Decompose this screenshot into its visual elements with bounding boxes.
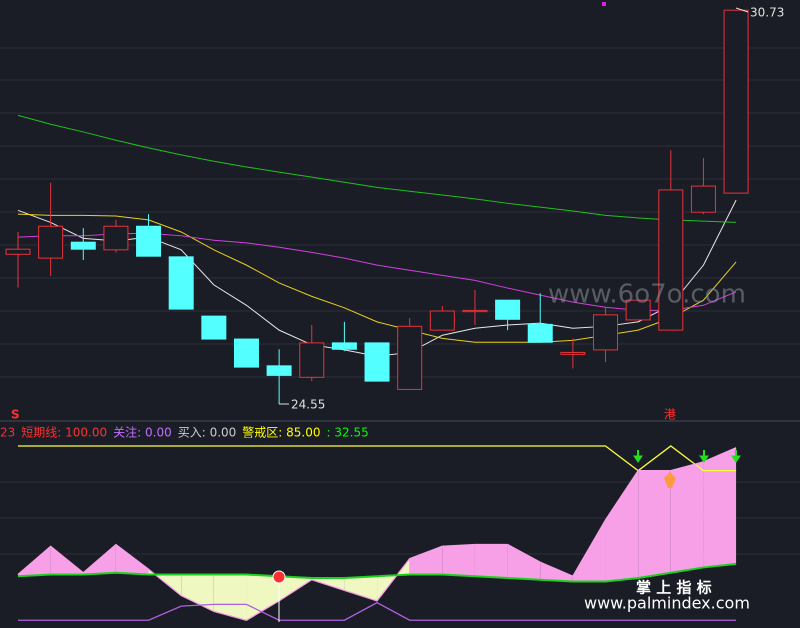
legend-item: 短期线: 100.00 xyxy=(21,426,107,440)
watermark: www.6o7o.com xyxy=(548,280,746,310)
fill-band xyxy=(442,544,475,577)
fill-band xyxy=(409,546,443,575)
candle-body xyxy=(690,185,716,213)
indicator-line xyxy=(17,447,737,621)
signal-label: S xyxy=(11,408,20,422)
fill-band xyxy=(213,574,247,621)
fill-band xyxy=(181,574,214,612)
candle-body xyxy=(625,299,651,321)
fill-band xyxy=(638,470,671,578)
candle-body xyxy=(168,256,194,310)
candle-body xyxy=(103,225,129,251)
indicator-line xyxy=(18,445,737,472)
watermark: www.palmindex.com xyxy=(584,594,750,613)
fill-band xyxy=(670,461,704,573)
indicator-line xyxy=(17,562,737,583)
fill-band xyxy=(344,576,378,601)
signal-icon xyxy=(272,570,286,584)
signal-label: 港 xyxy=(664,408,676,422)
candle-body xyxy=(70,241,96,250)
watermark: 掌 上 指 标 xyxy=(636,579,712,597)
candle-body xyxy=(462,309,488,313)
max-pointer xyxy=(735,7,749,13)
legend-item: 关注: 0.00 xyxy=(113,425,172,440)
marker xyxy=(602,2,606,6)
candle-body xyxy=(397,325,423,390)
indicator-panel xyxy=(17,445,737,621)
candle-body xyxy=(658,189,684,331)
max-label: 30.73 xyxy=(750,6,784,20)
candle-body xyxy=(136,225,162,257)
fill-band xyxy=(703,447,737,568)
candle-body xyxy=(201,315,227,340)
signal-icon xyxy=(664,472,676,488)
candle-body xyxy=(233,338,259,368)
candle-body xyxy=(560,351,586,355)
legend-item: 23 xyxy=(0,426,15,440)
ma-line xyxy=(17,114,737,223)
fill-band xyxy=(507,544,541,580)
legend-item: 买入: 0.00 xyxy=(178,426,237,440)
legend-item: : 32.55 xyxy=(327,426,369,440)
candle-body xyxy=(593,314,619,351)
candle-body xyxy=(429,310,455,331)
candle-body xyxy=(723,9,749,194)
candle-body xyxy=(38,225,64,259)
candle-body xyxy=(527,323,553,343)
min-label: 24.55 xyxy=(291,398,325,412)
candle-body xyxy=(364,342,390,382)
fill-band xyxy=(474,544,508,578)
fill-band xyxy=(540,562,573,582)
price-panel xyxy=(5,9,749,405)
candle-body xyxy=(5,248,31,255)
candle-body xyxy=(266,365,292,376)
candle-body xyxy=(299,342,325,378)
fill-band xyxy=(115,544,149,575)
fill-band xyxy=(279,576,312,601)
legend: 23 短期线: 100.00 关注: 0.00 买入: 0.00 警戒区: 85.00:… xyxy=(0,425,369,440)
fill-band xyxy=(605,470,639,582)
arrows xyxy=(633,450,741,463)
indicator-line xyxy=(18,601,737,621)
candle-body xyxy=(495,299,521,320)
legend-item: 警戒区: 85.00 xyxy=(242,425,320,440)
candle-body xyxy=(331,342,357,350)
fill-band xyxy=(572,519,606,582)
